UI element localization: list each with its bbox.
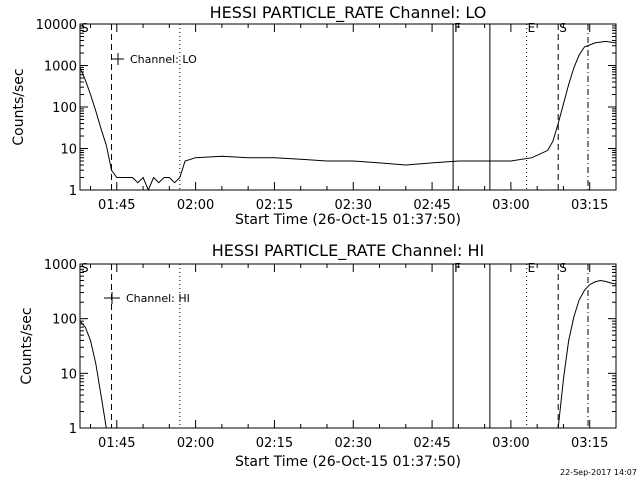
y-tick-label: 1000 (44, 258, 77, 273)
y-axis: 1 10 100 1000 (44, 258, 616, 437)
chart-title: HESSI PARTICLE_RATE Channel: HI (212, 241, 485, 261)
legend-label: Channel: HI (126, 292, 190, 305)
event-marker-label: S (81, 261, 89, 275)
series-line (79, 40, 617, 192)
legend: Channel: LO (112, 53, 197, 66)
event-marker-label: E (528, 261, 536, 275)
legend-label: Channel: LO (130, 53, 197, 66)
y-tick-label: 1 (69, 184, 77, 199)
event-marker-label: F (454, 21, 461, 35)
x-tick-label: 02:45 (413, 198, 450, 213)
y-tick-label: 10 (60, 367, 77, 382)
x-tick-label: 01:45 (98, 436, 135, 451)
event-marker-label: F (454, 261, 461, 275)
x-tick-label: 02:00 (177, 436, 214, 451)
chart-title: HESSI PARTICLE_RATE Channel: LO (210, 3, 487, 23)
x-axis: 01:45 02:00 02:15 02:30 02:45 03:00 03:15 (90, 264, 617, 451)
x-tick-label: 02:15 (256, 436, 293, 451)
plot-frame (79, 263, 617, 429)
x-tick-label: 02:45 (413, 436, 450, 451)
y-axis-label: Counts/sec (19, 307, 35, 384)
event-marker-label: E (528, 21, 536, 35)
x-tick-label: 03:15 (571, 198, 608, 213)
x-tick-label: 02:00 (177, 198, 214, 213)
y-tick-label: 100 (52, 313, 77, 328)
event-marker-label: S (559, 261, 567, 275)
x-axis-label: Start Time (26-Oct-15 01:37:50) (235, 212, 461, 228)
panel-lo: HESSI PARTICLE_RATE Channel: LO 1 10 100 10… (11, 3, 617, 228)
y-tick-label: 1000 (44, 60, 77, 75)
legend: Channel: HI (104, 292, 190, 305)
series-line (79, 279, 617, 429)
x-tick-label: 01:45 (98, 198, 135, 213)
timestamp: 22-Sep-2017 14:07 (560, 468, 637, 477)
x-tick-label: 02:30 (335, 198, 372, 213)
x-tick-label: 03:15 (571, 436, 608, 451)
x-axis: 01:45 02:00 02:15 02:30 02:45 03:00 03:15 (90, 24, 617, 213)
plot-frame (79, 23, 617, 191)
x-tick-label: 03:00 (492, 436, 529, 451)
panel-hi: HESSI PARTICLE_RATE Channel: HI 1 10 100 10… (19, 241, 617, 470)
x-tick-label: 02:15 (256, 198, 293, 213)
event-marker-label: S (559, 21, 567, 35)
event-marker-label: S (81, 21, 89, 35)
y-axis: 1 10 100 1000 10000 (36, 18, 616, 199)
y-tick-label: 10000 (36, 18, 77, 33)
y-tick-label: 100 (52, 101, 77, 116)
y-axis-label: Counts/sec (11, 68, 27, 145)
x-axis-label: Start Time (26-Oct-15 01:37:50) (235, 454, 461, 470)
y-tick-label: 1 (69, 422, 77, 437)
x-tick-label: 03:00 (492, 198, 529, 213)
y-tick-label: 10 (60, 143, 77, 158)
x-tick-label: 02:30 (335, 436, 372, 451)
